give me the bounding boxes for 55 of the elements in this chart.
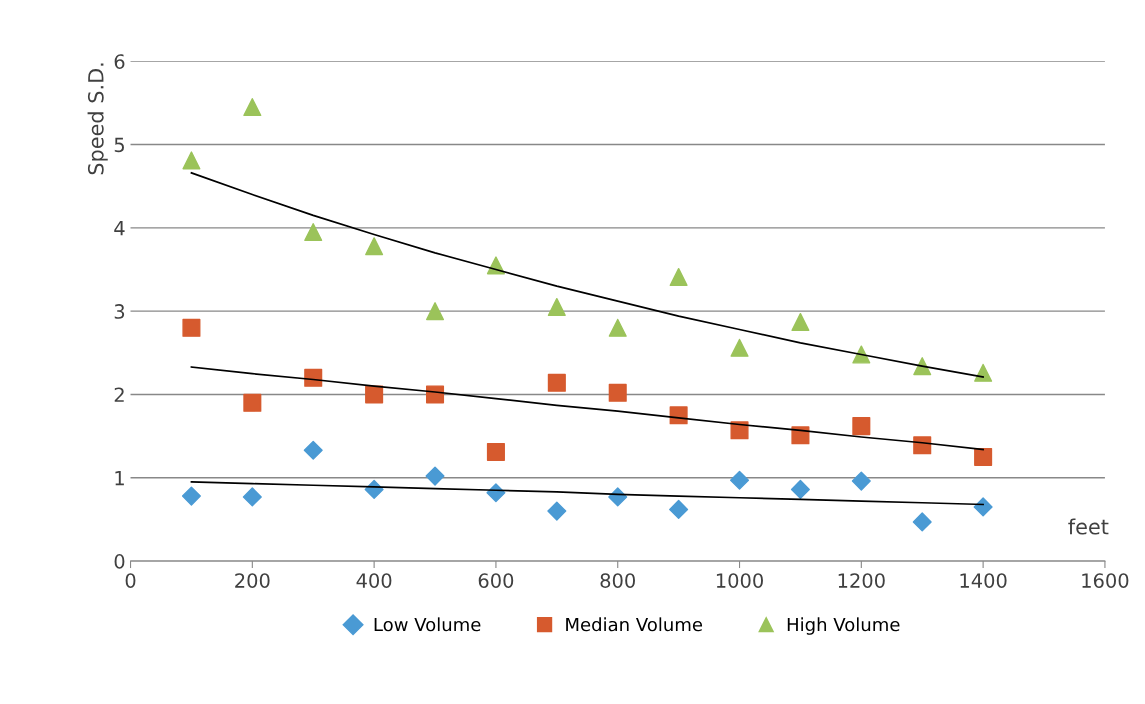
point <box>913 436 932 455</box>
point <box>729 470 750 490</box>
point <box>182 318 201 337</box>
y-tick-label: 1 <box>115 470 124 486</box>
x-tick-label: 0 <box>125 573 136 588</box>
legend-label: Low Volume <box>374 617 481 632</box>
y-tick-label: 5 <box>114 137 124 153</box>
point <box>608 318 627 337</box>
point <box>486 442 505 461</box>
legend-label: High Volume <box>787 617 900 635</box>
point <box>303 440 323 460</box>
point <box>365 237 384 256</box>
point <box>243 393 262 412</box>
x-tick-label: 1200 <box>838 573 885 588</box>
point <box>547 297 566 317</box>
legend-label: Median Volume <box>566 617 703 632</box>
y-axis-title: Speed S.D. <box>87 63 108 175</box>
point <box>851 471 871 491</box>
y-tick-label: 2 <box>114 387 124 402</box>
point <box>608 487 628 507</box>
point <box>974 447 993 466</box>
point <box>608 383 627 402</box>
y-tick-label: 0 <box>114 554 125 569</box>
x-tick-label: 800 <box>600 573 635 588</box>
point <box>669 499 689 519</box>
point <box>425 302 445 321</box>
point <box>425 385 445 404</box>
x-tick-label: 400 <box>356 573 392 588</box>
point <box>790 479 810 499</box>
point <box>243 98 262 117</box>
point <box>730 338 749 357</box>
point <box>242 487 262 507</box>
point <box>182 151 201 170</box>
point <box>973 497 993 517</box>
y-tick-label: 3 <box>114 304 125 319</box>
x-tick-label: 200 <box>235 573 270 588</box>
x-tick-label: 1400 <box>960 573 1007 588</box>
point <box>425 466 445 486</box>
point <box>365 385 384 404</box>
point <box>669 267 688 287</box>
x-tick-label: 1600 <box>1082 573 1129 588</box>
point <box>547 501 567 521</box>
x-axis-title: feet <box>1068 518 1109 535</box>
point <box>791 312 810 332</box>
x-tick-label: 1000 <box>716 573 763 588</box>
point <box>852 417 871 436</box>
point <box>912 512 932 532</box>
x-tick-label: 600 <box>478 573 514 588</box>
y-tick-label: 4 <box>114 221 125 236</box>
point <box>669 406 688 425</box>
point <box>547 373 566 392</box>
y-tick-label: 6 <box>114 54 125 69</box>
point <box>974 363 993 382</box>
point <box>304 222 323 242</box>
point <box>181 486 201 506</box>
